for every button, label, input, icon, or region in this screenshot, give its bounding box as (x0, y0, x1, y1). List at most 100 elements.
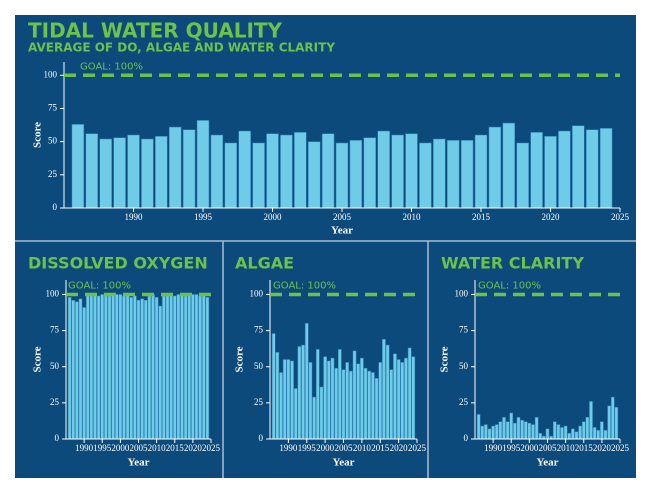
bar (545, 428, 550, 440)
bar (172, 295, 177, 440)
bar (610, 396, 615, 440)
bar (67, 297, 72, 440)
y-tick-label: 25 (50, 397, 60, 407)
x-tick-label: 2020 (542, 212, 561, 222)
y-tick-label: 0 (464, 433, 469, 443)
x-tick-label: 1995 (194, 212, 213, 222)
y-tick-label: 100 (250, 289, 264, 299)
x-tick-label: 2015 (575, 443, 594, 453)
bar (122, 295, 126, 440)
bar (308, 362, 313, 440)
bar (323, 356, 327, 440)
x-tick-label: 1995 (298, 443, 317, 453)
x-tick-label: 2025 (202, 443, 221, 453)
bar (147, 295, 152, 440)
bar (279, 372, 283, 440)
bar (337, 349, 342, 440)
x-tick-label: 2010 (148, 443, 167, 453)
bar (571, 428, 575, 440)
bar (158, 305, 163, 440)
bar (187, 294, 192, 440)
bar (125, 294, 130, 440)
bar (382, 339, 386, 440)
y-tick-label: 75 (459, 325, 469, 335)
bar (194, 294, 199, 440)
bar (107, 295, 112, 440)
bar (389, 369, 394, 440)
bar (396, 359, 401, 440)
bar (516, 417, 521, 440)
bar (419, 142, 432, 209)
bar (377, 130, 390, 209)
bar (556, 424, 561, 440)
bar (326, 360, 331, 440)
bar (127, 134, 140, 209)
bar (183, 295, 188, 440)
chart-title: TIDAL WATER QUALITY (28, 19, 283, 43)
y-tick-label: 75 (254, 325, 264, 335)
y-tick-label: 50 (459, 361, 469, 371)
bar (520, 419, 524, 440)
bar (523, 421, 528, 440)
chart-title: ALGAE (235, 254, 294, 273)
x-tick-label: 2010 (403, 212, 422, 222)
bar (252, 142, 265, 209)
bar (100, 294, 105, 440)
bar (558, 130, 571, 209)
bar (460, 140, 474, 209)
bar (363, 367, 368, 440)
bar (93, 294, 97, 440)
bar (96, 295, 101, 440)
bar (484, 424, 488, 440)
bar (563, 425, 568, 440)
bar (378, 362, 383, 440)
bar (89, 294, 94, 440)
bar (411, 356, 416, 440)
bar (304, 323, 309, 440)
x-tick-label: 2025 (408, 443, 427, 453)
bar (238, 130, 251, 209)
bar (491, 425, 495, 440)
bar (201, 294, 206, 440)
bar (75, 301, 79, 440)
bar (360, 357, 364, 440)
bar (502, 417, 506, 440)
bar (585, 129, 599, 209)
y-tick-label: 25 (254, 397, 264, 407)
y-axis-label: Score (32, 122, 44, 148)
bar (82, 307, 86, 440)
bar (578, 425, 582, 440)
bar (599, 128, 613, 209)
bar (210, 134, 224, 209)
bar (596, 430, 601, 440)
bar (111, 294, 115, 440)
x-tick-label: 2005 (130, 443, 149, 453)
bar (205, 297, 210, 440)
bar (574, 431, 579, 440)
bar (385, 344, 390, 440)
bar (567, 432, 572, 440)
x-tick-label: 1995 (502, 443, 521, 453)
bar (99, 138, 112, 209)
y-tick-label: 75 (50, 325, 60, 335)
y-tick-label: 0 (53, 202, 58, 212)
y-tick-label: 0 (55, 433, 60, 443)
bar (560, 427, 564, 440)
bar (335, 142, 349, 209)
x-tick-label: 2000 (111, 443, 130, 453)
bar (371, 372, 375, 440)
y-tick-label: 50 (48, 136, 58, 146)
bar (113, 137, 126, 209)
y-axis-label: Score (234, 346, 246, 372)
bar (196, 120, 210, 209)
chart-title: DISSOLVED OXYGEN (28, 254, 208, 273)
x-tick-label: 1990 (75, 443, 94, 453)
bar (180, 294, 184, 440)
bar (516, 142, 529, 209)
bar (405, 133, 418, 209)
y-tick-label: 100 (46, 289, 60, 299)
bar (581, 421, 586, 440)
bar (407, 347, 412, 440)
bar (367, 370, 372, 440)
